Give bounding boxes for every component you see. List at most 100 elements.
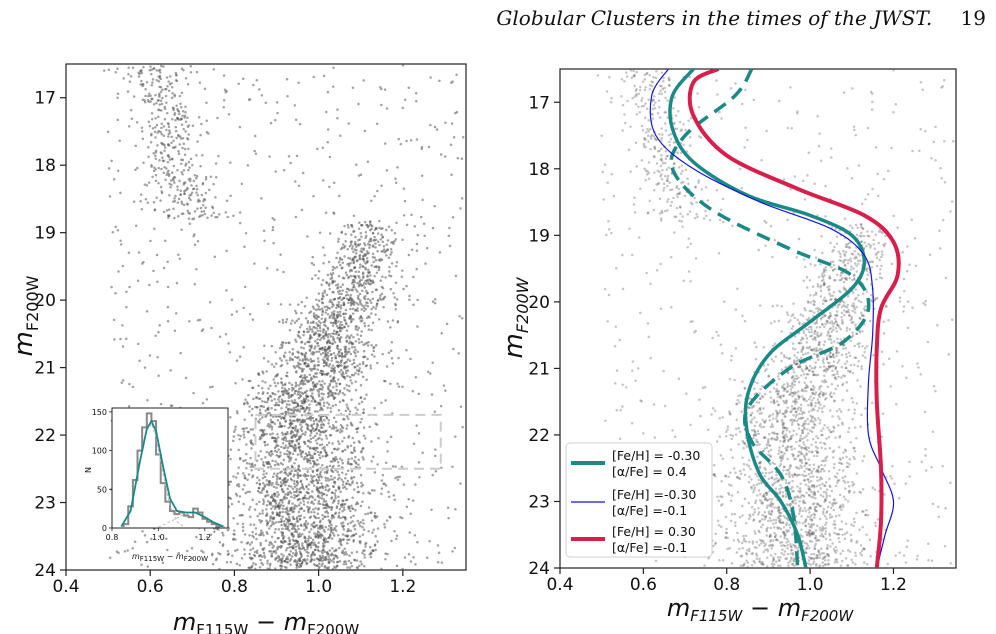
- data-point: [337, 499, 340, 503]
- data-point: [138, 359, 141, 362]
- data-point: [177, 253, 180, 257]
- data-point: [324, 537, 328, 541]
- data-point: [318, 557, 321, 561]
- data-point: [277, 398, 280, 401]
- data-point: [353, 459, 356, 462]
- data-point: [152, 103, 156, 106]
- data-point: [371, 297, 375, 301]
- data-point: [372, 349, 375, 353]
- data-point: [373, 265, 376, 269]
- data-point: [175, 104, 178, 108]
- data-point: [356, 408, 359, 411]
- data-point: [338, 507, 342, 511]
- data-point: [199, 133, 202, 137]
- data-point: [317, 420, 321, 423]
- data-point: [326, 90, 330, 94]
- data-point: [353, 240, 357, 244]
- data-point: [348, 337, 351, 340]
- data-point: [345, 340, 348, 343]
- data-point: [348, 389, 351, 393]
- data-point: [283, 559, 287, 563]
- data-point: [329, 478, 332, 481]
- data-point: [271, 459, 274, 463]
- data-point: [259, 558, 262, 562]
- data-point: [338, 382, 342, 386]
- data-point: [901, 365, 904, 368]
- data-point: [236, 472, 240, 475]
- data-point: [254, 152, 258, 156]
- data-point: [189, 157, 193, 161]
- data-point: [295, 371, 298, 374]
- data-point: [273, 531, 277, 534]
- data-point: [846, 167, 849, 170]
- data-point: [395, 264, 398, 268]
- data-point: [169, 179, 173, 182]
- data-point: [777, 403, 780, 407]
- data-point: [327, 260, 331, 264]
- data-point: [246, 490, 249, 494]
- data-point: [851, 87, 854, 90]
- data-point: [326, 273, 330, 277]
- data-point: [339, 503, 343, 507]
- data-point: [341, 483, 345, 486]
- data-point: [267, 360, 270, 363]
- data-point: [297, 544, 300, 548]
- data-point: [301, 392, 305, 396]
- data-point: [665, 168, 669, 171]
- data-point: [211, 385, 214, 388]
- data-point: [272, 378, 275, 381]
- data-point: [294, 490, 298, 494]
- data-point: [313, 532, 316, 535]
- data-point: [850, 278, 854, 282]
- data-point: [175, 281, 179, 285]
- running-head: Globular Clusters in the times of the JW…: [496, 6, 986, 30]
- data-point: [168, 158, 172, 161]
- data-point: [282, 416, 286, 420]
- data-point: [343, 387, 346, 390]
- data-point: [357, 326, 361, 330]
- data-point: [285, 403, 289, 406]
- data-point: [282, 554, 285, 558]
- data-point: [774, 560, 778, 564]
- data-point: [649, 137, 653, 140]
- data-point: [243, 476, 247, 480]
- data-point: [333, 447, 337, 451]
- data-point: [314, 439, 318, 442]
- data-point: [356, 307, 359, 310]
- data-point: [330, 537, 334, 540]
- data-point: [286, 362, 289, 365]
- data-point: [159, 90, 163, 94]
- data-point: [349, 444, 353, 447]
- data-point: [281, 531, 284, 534]
- data-point: [318, 326, 322, 330]
- data-point: [321, 463, 324, 467]
- data-point: [361, 304, 364, 308]
- data-point: [288, 559, 292, 562]
- data-point: [214, 215, 217, 219]
- data-point: [230, 313, 234, 316]
- data-point: [237, 433, 240, 437]
- data-point: [388, 515, 391, 519]
- data-point: [425, 246, 429, 250]
- data-point: [238, 125, 242, 129]
- data-point: [287, 426, 290, 430]
- data-point: [353, 352, 357, 355]
- data-point: [341, 471, 344, 475]
- data-point: [666, 174, 670, 178]
- data-point: [289, 161, 292, 165]
- data-point: [376, 189, 379, 193]
- data-point: [298, 535, 301, 538]
- data-point: [408, 298, 411, 301]
- data-point: [361, 500, 364, 503]
- data-point: [271, 523, 274, 526]
- data-point: [285, 371, 289, 375]
- data-point: [312, 553, 316, 556]
- data-point: [313, 558, 316, 562]
- data-point: [317, 490, 320, 494]
- data-point: [148, 69, 152, 72]
- data-point: [148, 283, 151, 287]
- data-point: [245, 443, 248, 446]
- data-point: [362, 350, 366, 353]
- data-point: [317, 292, 321, 295]
- data-point: [276, 495, 279, 498]
